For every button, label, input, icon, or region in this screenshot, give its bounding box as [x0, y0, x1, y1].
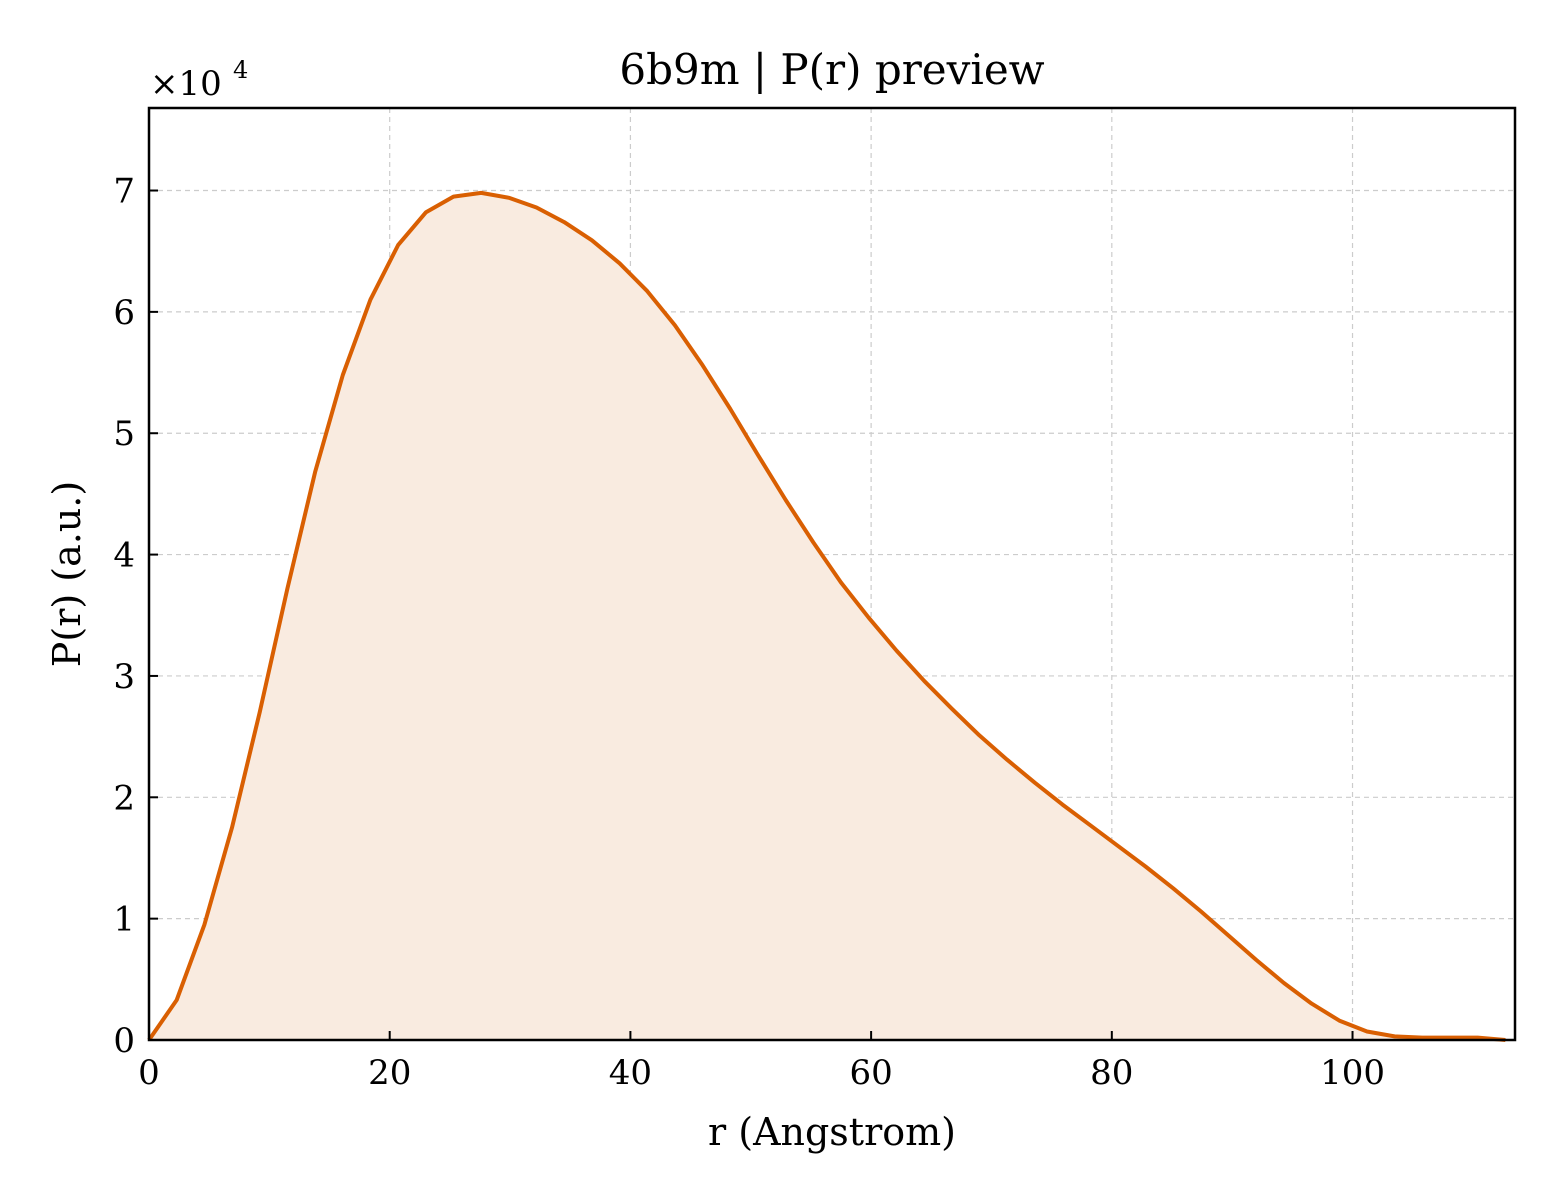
- x-tick-label: 60: [849, 1053, 892, 1093]
- x-tick-label: 40: [609, 1053, 652, 1093]
- y-tick-label: 6: [113, 293, 135, 333]
- y-tick-label: 7: [113, 172, 135, 212]
- y-multiplier-base: ×10: [150, 64, 222, 104]
- y-tick-label: 0: [113, 1021, 135, 1061]
- y-multiplier-exponent: 4: [233, 56, 248, 84]
- y-tick-label: 4: [113, 536, 135, 576]
- x-tick-label: 20: [368, 1053, 411, 1093]
- y-tick-label: 3: [113, 657, 135, 697]
- chart-title: 6b9m | P(r) preview: [619, 45, 1044, 94]
- x-axis-label: r (Angstrom): [708, 1110, 956, 1154]
- y-tick-label: 2: [113, 778, 135, 818]
- pr-line: [147, 190, 1506, 1042]
- axis-ticks: 0 20 40 60 80 100 0 1 2 3 4 5 6 7: [113, 172, 1385, 1093]
- pr-area-fill: [149, 192, 1506, 1040]
- y-multiplier: ×10 4: [150, 56, 248, 104]
- y-axis-label: P(r) (a.u.): [45, 481, 89, 667]
- x-tick-label: 100: [1320, 1053, 1385, 1093]
- x-tick-label: 80: [1090, 1053, 1133, 1093]
- y-tick-label: 5: [113, 414, 135, 454]
- plot-frame: [147, 106, 1517, 1042]
- y-tick-label: 1: [113, 900, 135, 940]
- x-tick-label: 0: [138, 1053, 160, 1093]
